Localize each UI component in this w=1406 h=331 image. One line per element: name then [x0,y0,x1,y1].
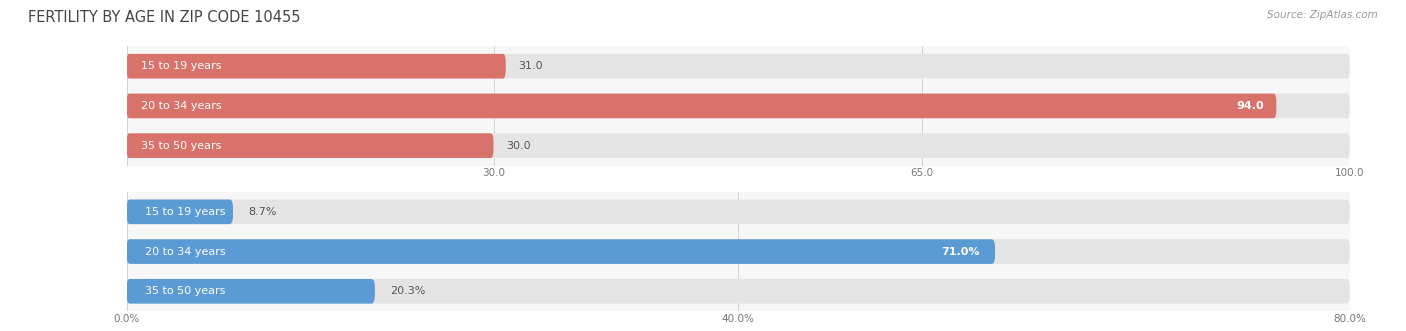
FancyBboxPatch shape [127,279,1350,304]
Text: 35 to 50 years: 35 to 50 years [145,286,225,296]
FancyBboxPatch shape [127,133,1350,158]
Text: 20 to 34 years: 20 to 34 years [145,247,225,257]
Text: 20 to 34 years: 20 to 34 years [141,101,222,111]
Text: 20.3%: 20.3% [389,286,426,296]
FancyBboxPatch shape [127,239,995,264]
FancyBboxPatch shape [127,94,1350,118]
FancyBboxPatch shape [127,54,1350,78]
FancyBboxPatch shape [127,133,494,158]
Text: 30.0: 30.0 [506,141,530,151]
Text: 15 to 19 years: 15 to 19 years [141,61,222,71]
Text: FERTILITY BY AGE IN ZIP CODE 10455: FERTILITY BY AGE IN ZIP CODE 10455 [28,10,301,25]
FancyBboxPatch shape [127,200,1350,224]
Text: 8.7%: 8.7% [249,207,277,217]
Text: Source: ZipAtlas.com: Source: ZipAtlas.com [1267,10,1378,20]
FancyBboxPatch shape [127,54,506,78]
Text: 31.0: 31.0 [517,61,543,71]
FancyBboxPatch shape [127,200,233,224]
Text: 71.0%: 71.0% [941,247,980,257]
Text: 35 to 50 years: 35 to 50 years [141,141,222,151]
Text: 15 to 19 years: 15 to 19 years [145,207,225,217]
Text: 94.0: 94.0 [1236,101,1264,111]
FancyBboxPatch shape [127,94,1277,118]
FancyBboxPatch shape [127,239,1350,264]
FancyBboxPatch shape [127,279,375,304]
